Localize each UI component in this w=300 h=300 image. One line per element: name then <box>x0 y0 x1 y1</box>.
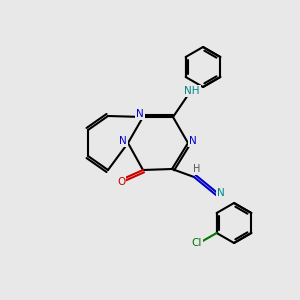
Text: NH: NH <box>184 86 200 96</box>
Text: N: N <box>119 136 127 146</box>
Text: Cl: Cl <box>191 238 202 248</box>
Text: H: H <box>193 164 201 174</box>
Text: N: N <box>217 188 225 198</box>
Text: O: O <box>117 177 125 187</box>
Text: N: N <box>136 109 144 119</box>
Text: N: N <box>189 136 197 146</box>
